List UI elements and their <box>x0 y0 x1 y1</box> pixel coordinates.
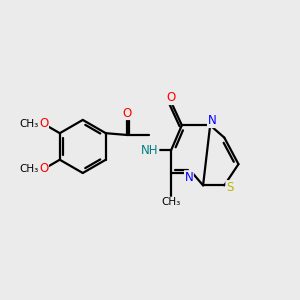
Text: N: N <box>184 171 193 184</box>
Text: O: O <box>167 92 176 104</box>
Text: NH: NH <box>141 143 159 157</box>
Text: O: O <box>122 106 132 119</box>
Text: O: O <box>39 162 49 176</box>
Text: CH₃: CH₃ <box>20 164 39 174</box>
Text: N: N <box>208 115 216 128</box>
Text: CH₃: CH₃ <box>162 197 181 207</box>
Text: S: S <box>226 181 233 194</box>
Text: O: O <box>39 118 49 130</box>
Text: CH₃: CH₃ <box>20 119 39 129</box>
